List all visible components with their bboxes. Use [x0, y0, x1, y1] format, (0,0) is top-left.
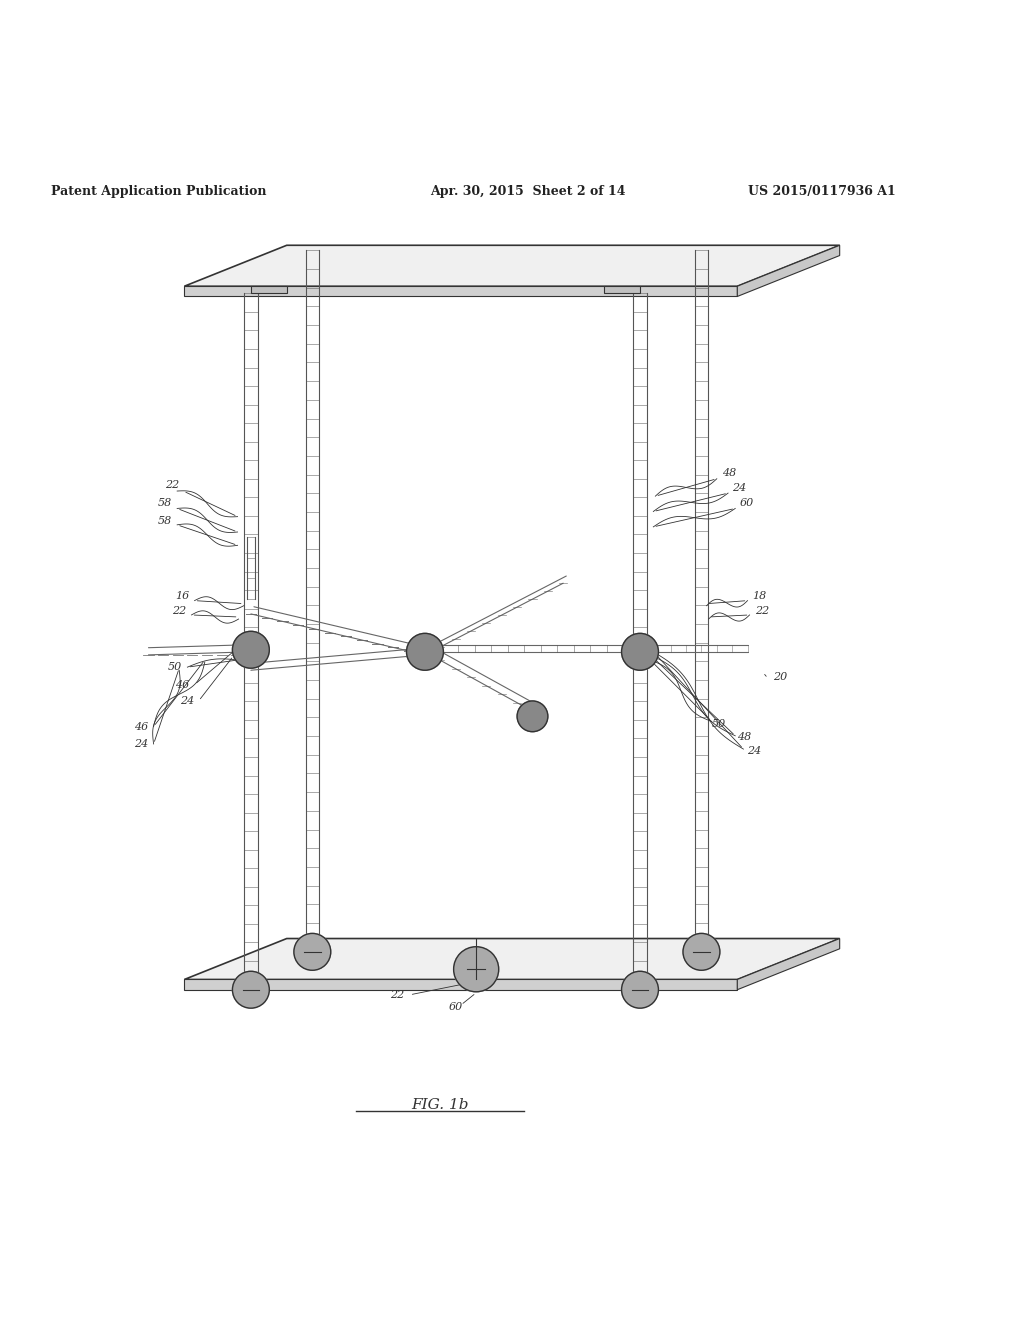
Text: 22: 22 — [172, 606, 186, 616]
Text: 24: 24 — [748, 746, 762, 756]
Circle shape — [232, 972, 269, 1008]
Text: US 2015/0117936 A1: US 2015/0117936 A1 — [748, 185, 895, 198]
Text: 48: 48 — [722, 467, 736, 478]
Circle shape — [517, 701, 548, 731]
Text: 22: 22 — [755, 606, 769, 616]
Polygon shape — [737, 246, 840, 297]
Polygon shape — [184, 286, 737, 297]
Text: Apr. 30, 2015  Sheet 2 of 14: Apr. 30, 2015 Sheet 2 of 14 — [430, 185, 626, 198]
Text: 24: 24 — [134, 739, 148, 748]
Circle shape — [622, 972, 658, 1008]
Text: 50: 50 — [712, 718, 726, 729]
Text: 24: 24 — [732, 483, 746, 494]
Text: 22: 22 — [390, 990, 404, 1001]
Text: 50: 50 — [168, 663, 182, 672]
Text: 48: 48 — [737, 731, 752, 742]
Text: 18: 18 — [753, 590, 767, 601]
Text: 46: 46 — [175, 680, 189, 689]
Text: 24: 24 — [180, 696, 195, 706]
Polygon shape — [184, 939, 840, 979]
Circle shape — [232, 631, 269, 668]
Text: 60: 60 — [449, 1002, 463, 1012]
Polygon shape — [184, 979, 737, 990]
Polygon shape — [604, 286, 640, 293]
Circle shape — [683, 933, 720, 970]
Text: 16: 16 — [175, 590, 189, 601]
Polygon shape — [184, 246, 840, 286]
Text: 20: 20 — [773, 672, 787, 682]
Circle shape — [294, 933, 331, 970]
Text: FIG. 1b: FIG. 1b — [412, 1098, 469, 1113]
Circle shape — [454, 946, 499, 991]
Polygon shape — [737, 939, 840, 990]
Text: 58: 58 — [158, 499, 172, 508]
Text: 58: 58 — [158, 516, 172, 525]
Text: 60: 60 — [739, 499, 754, 508]
Text: 46: 46 — [134, 722, 148, 731]
Polygon shape — [251, 286, 287, 293]
Circle shape — [622, 634, 658, 671]
Text: Patent Application Publication: Patent Application Publication — [51, 185, 266, 198]
Text: 22: 22 — [165, 480, 179, 490]
Circle shape — [407, 634, 443, 671]
